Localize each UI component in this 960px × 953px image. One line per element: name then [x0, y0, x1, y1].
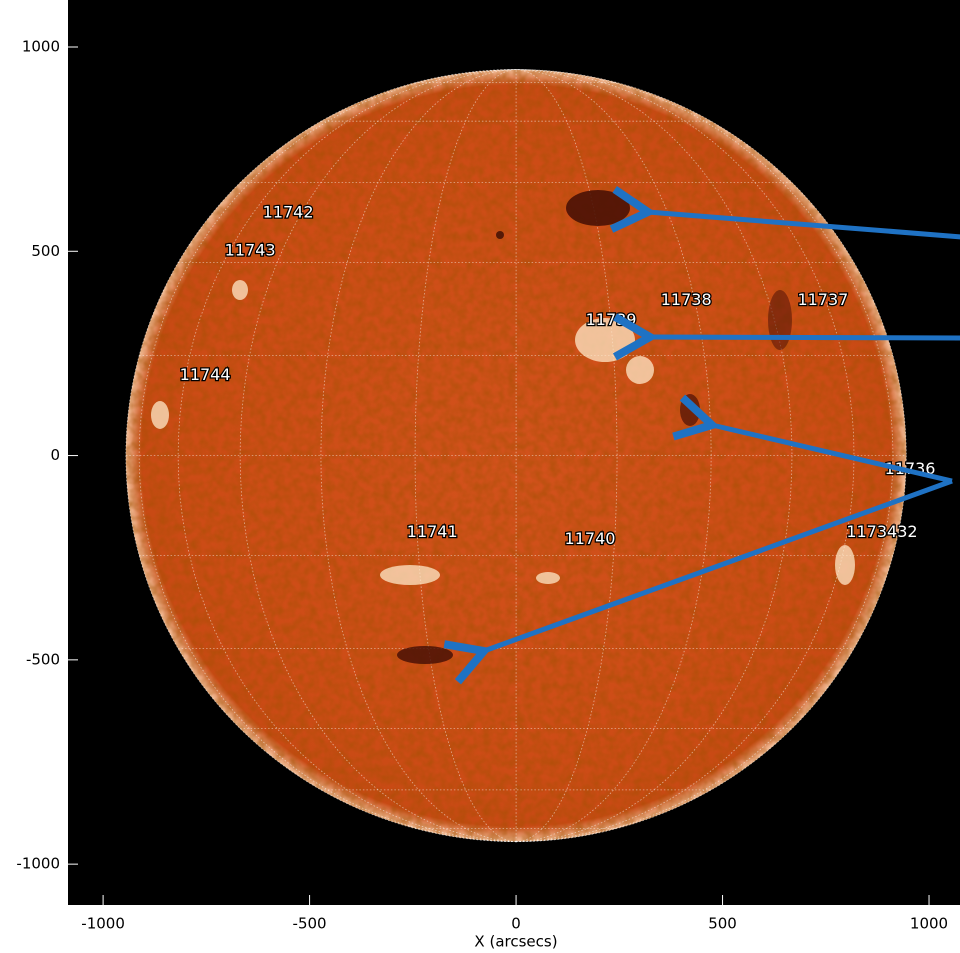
x-tick-label: 1000: [910, 915, 948, 933]
region-label: 11744: [180, 365, 231, 384]
filament: [397, 646, 453, 664]
chart: 1174211743117441173911738117371173611734…: [0, 0, 960, 953]
y-tick-label: -1000: [16, 855, 60, 873]
y-tick-label: 500: [31, 242, 60, 260]
region-label: 11738: [661, 290, 712, 309]
plage: [151, 401, 169, 429]
x-axis-label: X (arcsecs): [474, 933, 557, 951]
x-tick-label: 0: [511, 915, 521, 933]
plage: [380, 565, 440, 585]
arrow: [650, 337, 960, 338]
page: {"chart_data": {"type": "solar-map", "xl…: [0, 0, 960, 953]
plage: [536, 572, 560, 584]
region-label: 11739: [586, 310, 637, 329]
filament: [496, 231, 504, 239]
plage: [626, 356, 654, 384]
x-tick-label: -500: [293, 915, 327, 933]
region-label: 1173432: [846, 522, 917, 541]
region-label: 11742: [263, 202, 314, 221]
x-tick-label: -1000: [81, 915, 125, 933]
filament: [566, 190, 630, 226]
x-tick-label: 500: [708, 915, 737, 933]
region-label: 11743: [225, 240, 276, 259]
y-tick-label: 1000: [22, 37, 60, 55]
y-tick-label: 0: [50, 446, 60, 464]
plage: [232, 280, 248, 300]
y-tick-label: -500: [26, 650, 60, 668]
filament: [680, 394, 700, 426]
region-label: 11737: [797, 290, 848, 309]
filament: [768, 290, 792, 350]
region-label: 11741: [407, 522, 458, 541]
plage: [835, 545, 855, 585]
region-label: 11740: [565, 529, 616, 548]
